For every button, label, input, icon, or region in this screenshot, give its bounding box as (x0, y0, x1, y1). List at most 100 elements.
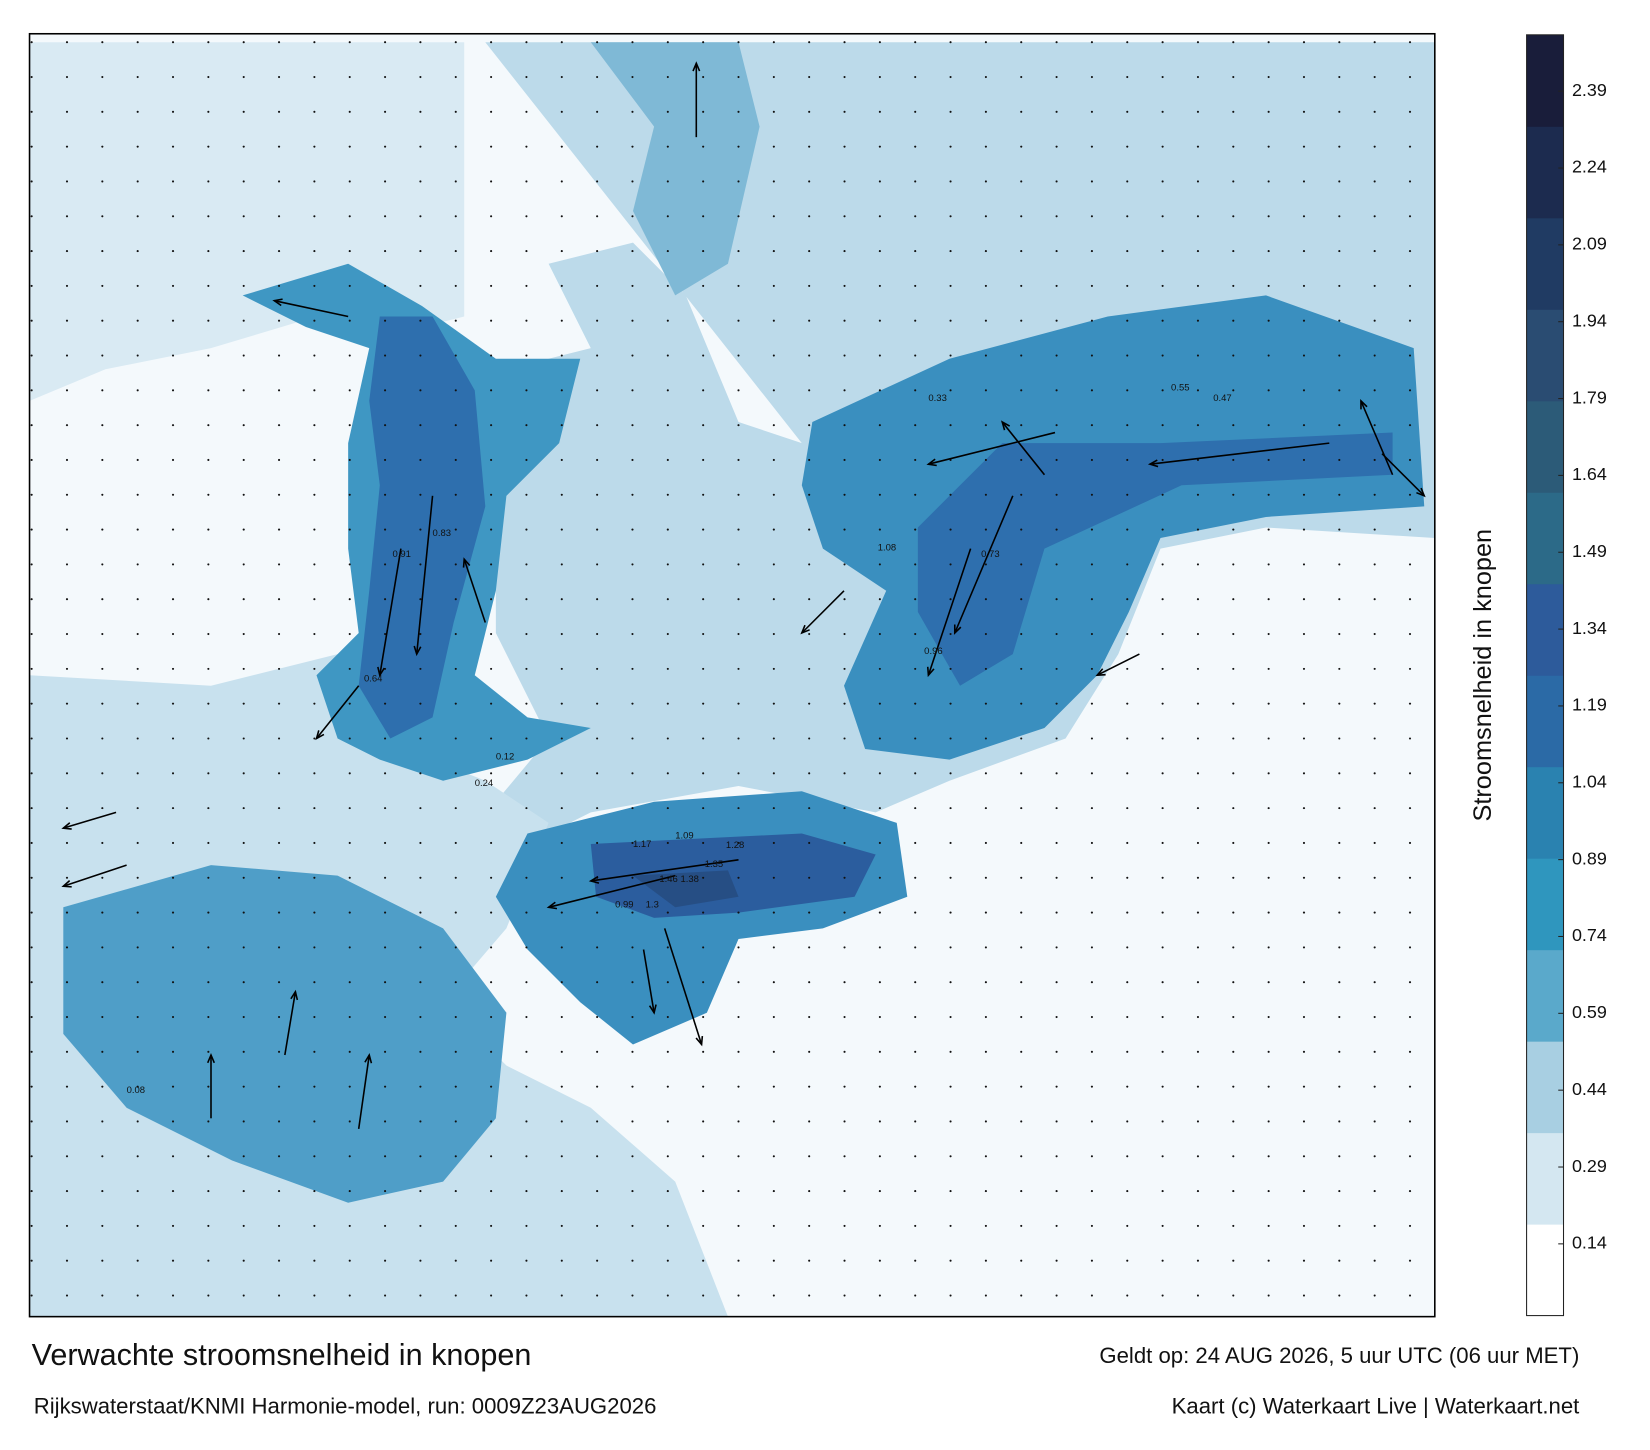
vector-dot (1267, 1259, 1270, 1262)
vector-dot (136, 563, 139, 566)
vector-dot (843, 598, 846, 601)
vector-dot (313, 528, 316, 531)
vector-dot (490, 772, 493, 775)
vector-dot (702, 1224, 705, 1227)
vector-dot (419, 702, 422, 705)
vector-dot (772, 145, 775, 148)
vector-dot (702, 493, 705, 496)
vector-dot (207, 772, 210, 775)
vector-dot (454, 493, 457, 496)
vector-dot (737, 1190, 740, 1193)
vector-dot (666, 981, 669, 984)
vector-dot (1126, 110, 1129, 113)
vector-dot (101, 1050, 104, 1053)
vector-dot (949, 319, 952, 322)
vector-dot (1408, 876, 1412, 879)
vector-dot (914, 876, 917, 879)
speed-label: 1.46 (659, 874, 677, 885)
vector-dot (1126, 1085, 1129, 1088)
vector-dot (101, 354, 104, 357)
vector-dot (384, 807, 387, 810)
vector-dot (631, 75, 634, 79)
vector-dot (348, 1085, 351, 1088)
vector-dot (65, 110, 69, 113)
vector-dot (1338, 250, 1341, 253)
vector-dot (772, 215, 775, 218)
vector-dot (101, 981, 104, 984)
vector-dot (596, 632, 599, 636)
vector-dot (1373, 458, 1376, 462)
vector-dot (242, 424, 245, 427)
vector-dot (384, 458, 387, 462)
vector-dot (1055, 946, 1058, 949)
vector-dot (65, 598, 69, 601)
vector-dot (1196, 389, 1200, 392)
vector-dot (136, 807, 139, 810)
vector-dot (596, 981, 599, 984)
vector-dot (984, 1050, 987, 1053)
vector-dot (984, 598, 987, 601)
vector-dot (101, 319, 104, 322)
vector-dot (525, 493, 528, 496)
vector-dot (1302, 354, 1306, 357)
vector-dot (171, 145, 175, 148)
vector-dot (1302, 1155, 1306, 1158)
arrow-shaft (1149, 442, 1330, 465)
vector-dot (1161, 598, 1164, 601)
vector-dot (242, 180, 245, 183)
vector-dot (1161, 319, 1164, 322)
vector-dot (1020, 876, 1023, 879)
vector-dot (313, 1224, 316, 1227)
vector-dot (277, 389, 281, 392)
vector-dot (772, 41, 775, 44)
vector-dot (136, 632, 139, 636)
vector-dot (1196, 1294, 1200, 1297)
vector-dot (631, 1015, 634, 1019)
vector-dot (1338, 946, 1341, 949)
vector-dot (348, 598, 351, 601)
vector-dot (631, 180, 634, 183)
vector-dot (65, 1190, 69, 1193)
vector-dot (702, 424, 705, 427)
vector-dot (65, 75, 69, 79)
vector-dot (1408, 319, 1412, 322)
vector-dot (525, 528, 528, 531)
vector-dot (348, 180, 351, 183)
vector-dot (65, 667, 69, 670)
vector-dot (914, 807, 917, 810)
vector-dot (914, 737, 917, 740)
vector-dot (1338, 424, 1341, 427)
vector-dot (772, 319, 775, 322)
vector-dot (490, 41, 493, 44)
vector-dot (1196, 424, 1200, 427)
vector-dot (808, 807, 811, 810)
current-arrow (953, 495, 1014, 635)
vector-dot (490, 737, 493, 740)
vector-dot (136, 876, 139, 879)
vector-dot (277, 598, 281, 601)
vector-dot (1267, 1120, 1270, 1123)
vector-dot (666, 807, 669, 810)
vector-dot (384, 563, 387, 566)
vector-dot (843, 841, 846, 844)
vector-dot (1055, 737, 1058, 740)
arrow-head (206, 1052, 216, 1064)
vector-dot (949, 1120, 952, 1123)
vector-dot (419, 1294, 422, 1297)
vector-dot (1302, 215, 1306, 218)
vector-dot (1090, 876, 1093, 879)
vector-dot (207, 841, 210, 844)
vector-dot (1196, 911, 1200, 914)
vector-dot (843, 75, 846, 79)
vector-dot (348, 911, 351, 914)
vector-dot (1090, 284, 1093, 287)
vector-dot (843, 1050, 846, 1053)
vector-dot (808, 1224, 811, 1227)
vector-dot (1232, 528, 1235, 531)
vector-dot (207, 1085, 210, 1088)
vector-dot (384, 354, 387, 357)
vector-dot (1232, 841, 1235, 844)
vector-dot (1302, 1224, 1306, 1227)
vector-dot (1055, 180, 1058, 183)
vector-dot (136, 1259, 139, 1262)
